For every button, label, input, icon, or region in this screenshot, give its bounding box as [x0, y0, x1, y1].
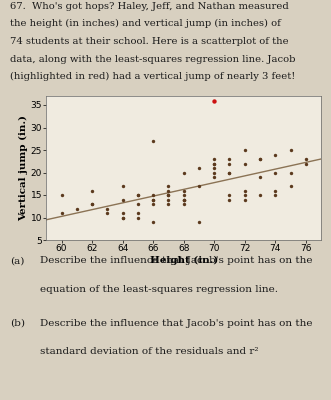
- Point: [135, 210, 141, 216]
- Point: [242, 196, 247, 203]
- Point: [258, 156, 263, 162]
- Point: [303, 156, 308, 162]
- Point: [120, 210, 125, 216]
- Point: [166, 192, 171, 198]
- Point: [151, 196, 156, 203]
- Point: [196, 219, 202, 225]
- Point: [105, 205, 110, 212]
- Point: [212, 160, 217, 167]
- Point: [288, 147, 293, 153]
- Text: 74 students at their school. Here is a scatterplot of the: 74 students at their school. Here is a s…: [10, 37, 289, 46]
- Point: [273, 151, 278, 158]
- Point: [181, 201, 186, 207]
- Point: [135, 214, 141, 221]
- Point: [258, 156, 263, 162]
- Point: [212, 156, 217, 162]
- Text: (a): (a): [10, 256, 24, 266]
- Point: [196, 183, 202, 189]
- Text: equation of the least-squares regression line.: equation of the least-squares regression…: [40, 284, 278, 294]
- X-axis label: Height (in.): Height (in.): [150, 256, 218, 265]
- Point: [151, 219, 156, 225]
- Point: [212, 165, 217, 171]
- Text: standard deviation of the residuals and r²: standard deviation of the residuals and …: [40, 347, 258, 356]
- Point: [181, 192, 186, 198]
- Point: [181, 196, 186, 203]
- Point: [227, 160, 232, 167]
- Point: [242, 147, 247, 153]
- Point: [89, 187, 95, 194]
- Point: [258, 192, 263, 198]
- Point: [242, 160, 247, 167]
- Point: [242, 192, 247, 198]
- Point: [212, 160, 217, 167]
- Text: data, along with the least-squares regression line. Jacob: data, along with the least-squares regre…: [10, 54, 296, 64]
- Point: [181, 187, 186, 194]
- Y-axis label: Vertical jump (in.): Vertical jump (in.): [19, 115, 28, 221]
- Point: [303, 160, 308, 167]
- Point: [273, 187, 278, 194]
- Point: [89, 201, 95, 207]
- Point: [59, 210, 64, 216]
- Point: [166, 187, 171, 194]
- Point: [196, 165, 202, 171]
- Point: [166, 201, 171, 207]
- Point: [135, 192, 141, 198]
- Point: [120, 196, 125, 203]
- Point: [227, 169, 232, 176]
- Point: [74, 205, 79, 212]
- Point: [212, 174, 217, 180]
- Point: [151, 138, 156, 144]
- Point: [258, 174, 263, 180]
- Point: [273, 192, 278, 198]
- Point: [227, 156, 232, 162]
- Point: [273, 169, 278, 176]
- Point: [242, 187, 247, 194]
- Text: Describe the influence that Jacob's point has on the: Describe the influence that Jacob's poin…: [40, 319, 312, 328]
- Point: [212, 169, 217, 176]
- Point: [89, 201, 95, 207]
- Point: [227, 196, 232, 203]
- Point: [151, 196, 156, 203]
- Point: [120, 183, 125, 189]
- Point: [105, 210, 110, 216]
- Point: [135, 201, 141, 207]
- Point: [135, 192, 141, 198]
- Text: (highlighted in red) had a vertical jump of nearly 3 feet!: (highlighted in red) had a vertical jump…: [10, 72, 295, 81]
- Point: [120, 214, 125, 221]
- Point: [181, 169, 186, 176]
- Text: the height (in inches) and vertical jump (in inches) of: the height (in inches) and vertical jump…: [10, 19, 281, 28]
- Point: [288, 183, 293, 189]
- Point: [59, 192, 64, 198]
- Text: (b): (b): [10, 319, 25, 328]
- Point: [151, 192, 156, 198]
- Point: [166, 183, 171, 189]
- Point: [166, 192, 171, 198]
- Point: [181, 196, 186, 203]
- Point: [227, 192, 232, 198]
- Text: Describe the influence that Jacob's point has on the: Describe the influence that Jacob's poin…: [40, 256, 312, 266]
- Point: [288, 169, 293, 176]
- Point: [166, 196, 171, 203]
- Point: [212, 97, 217, 104]
- Point: [227, 169, 232, 176]
- Text: 67.  Who's got hops? Haley, Jeff, and Nathan measured: 67. Who's got hops? Haley, Jeff, and Nat…: [10, 2, 289, 11]
- Point: [151, 201, 156, 207]
- Point: [120, 214, 125, 221]
- Point: [181, 196, 186, 203]
